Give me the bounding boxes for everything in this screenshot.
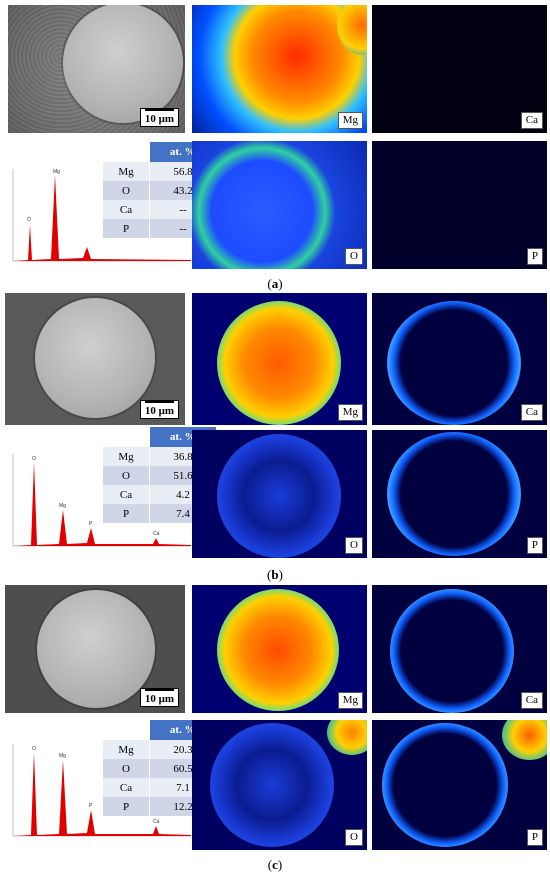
map-label-p: P xyxy=(526,248,543,265)
map-label-o: O xyxy=(345,537,363,554)
caption-b: (b) xyxy=(267,567,283,582)
peak-label-mg: Mg xyxy=(59,753,66,759)
map-label-p: P xyxy=(526,829,543,846)
peak-label-o: O xyxy=(32,456,36,462)
peak-label-p: P xyxy=(89,803,93,809)
map-mg-b: Mg xyxy=(192,293,367,425)
peak-label-mg: Mg xyxy=(53,169,60,175)
peak-label-ca: Ca xyxy=(153,531,160,537)
particle-c xyxy=(37,590,155,708)
map-ca-b: Ca xyxy=(372,293,547,425)
particle-a xyxy=(63,5,183,123)
sem-image-b: 10 μm xyxy=(5,293,185,425)
map-mg-a: Mg xyxy=(192,5,367,133)
scale-bar: 10 μm xyxy=(139,688,179,707)
map-label-ca: Ca xyxy=(520,112,543,129)
panel-c: 10 μm Mg Ca O Mg P Ca at. % Mg 20.3 O 60.5… xyxy=(0,585,550,878)
map-label-mg: Mg xyxy=(337,692,363,709)
map-label-p: P xyxy=(526,537,543,554)
map-ca-c: Ca xyxy=(372,585,547,713)
panel-b: 10 μm Mg Ca O Mg P Ca at. % Mg 36.8 O 51.6… xyxy=(0,290,550,585)
peak-label-o: O xyxy=(32,746,36,752)
spectrum-chart: O Mg P Ca xyxy=(12,744,191,837)
map-label-o: O xyxy=(345,248,363,265)
map-ca-a: Ca xyxy=(372,5,547,133)
map-label-ca: Ca xyxy=(520,404,543,421)
map-o-a: O xyxy=(192,141,367,269)
map-p-c: P xyxy=(372,720,547,850)
peak-label-ca: Ca xyxy=(153,819,160,825)
spectrum-peaks xyxy=(13,175,191,261)
map-p-a: P xyxy=(372,141,547,269)
sem-image-c: 10 μm xyxy=(5,585,185,713)
scale-bar: 10 μm xyxy=(139,108,179,127)
spectrum-chart: O Mg xyxy=(12,169,191,262)
particle-b xyxy=(35,298,155,418)
map-label-o: O xyxy=(345,829,363,846)
spectrum-chart: O Mg P Ca xyxy=(12,454,191,547)
map-o-c: O xyxy=(192,720,367,850)
map-mg-c: Mg xyxy=(192,585,367,713)
panel-a: 10 μm Mg Ca O Mg at. % Mg 56.8 O 43.2 Ca --… xyxy=(0,0,550,300)
map-p-b: P xyxy=(372,430,547,558)
map-label-mg: Mg xyxy=(337,404,363,421)
sem-image-a: 10 μm xyxy=(8,5,185,133)
peak-label-p: P xyxy=(89,521,93,527)
scale-bar: 10 μm xyxy=(139,400,179,419)
map-label-ca: Ca xyxy=(520,692,543,709)
map-o-b: O xyxy=(192,430,367,558)
map-label-mg: Mg xyxy=(337,112,363,129)
caption-c: (c) xyxy=(267,857,283,872)
caption-a: (a) xyxy=(267,276,283,291)
peak-label-mg: Mg xyxy=(59,503,66,509)
peak-label-o: O xyxy=(27,217,31,223)
